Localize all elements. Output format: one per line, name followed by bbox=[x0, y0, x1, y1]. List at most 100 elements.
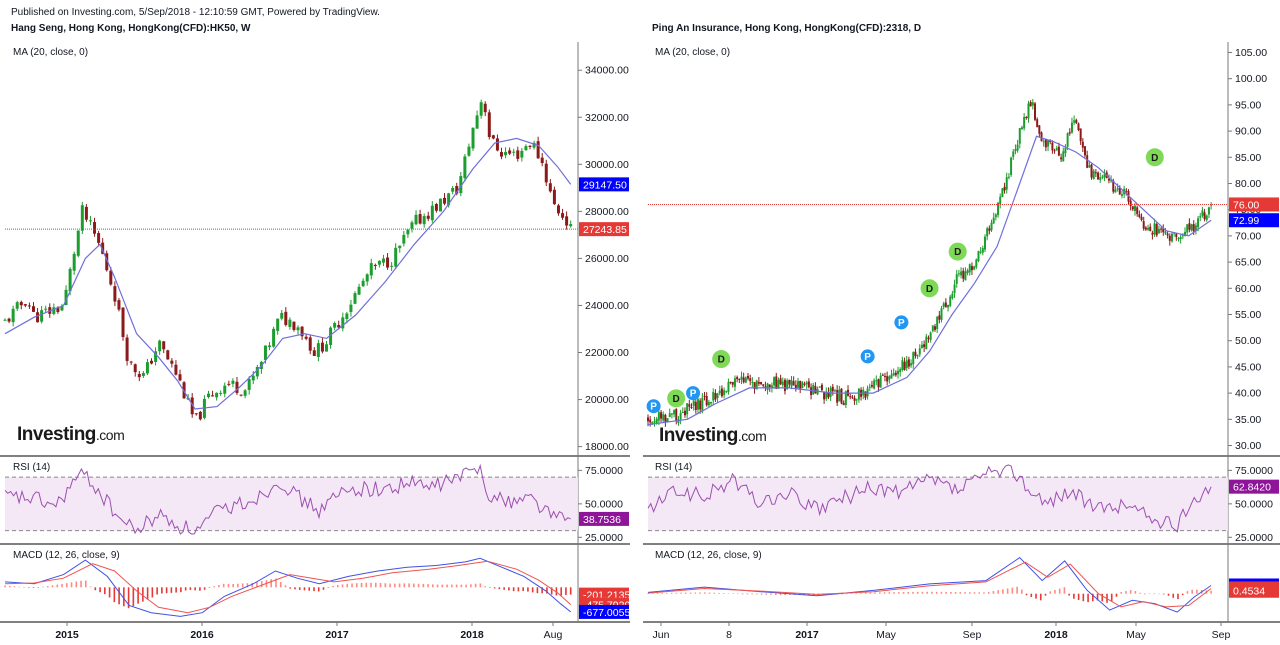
right-candle-body bbox=[799, 380, 802, 390]
left-x-tick-label: 2016 bbox=[190, 629, 214, 641]
left-candle-body bbox=[27, 305, 31, 307]
left-macd-histogram-bar bbox=[569, 587, 572, 595]
right-macd-histogram-bar bbox=[1167, 593, 1170, 596]
right-candle-body bbox=[792, 381, 795, 386]
right-candle-body bbox=[1131, 206, 1134, 210]
left-macd-histogram-bar bbox=[489, 587, 491, 588]
right-candle-body bbox=[962, 270, 965, 279]
left-macd-histogram-bar bbox=[241, 583, 244, 588]
right-event-marker-label: D bbox=[954, 247, 961, 258]
right-candle-body bbox=[781, 381, 784, 386]
right-candle-body bbox=[727, 382, 730, 392]
right-ma-line bbox=[647, 135, 1212, 426]
left-x-tick-label: 2017 bbox=[325, 629, 349, 641]
left-macd-histogram-bar bbox=[341, 584, 344, 588]
left-candle-body bbox=[536, 141, 540, 159]
right-candle-body bbox=[1097, 172, 1100, 180]
right-macd-signal-line bbox=[647, 561, 1212, 608]
left-candle-body bbox=[438, 198, 442, 212]
right-rsi-band bbox=[648, 477, 1228, 531]
right-y-tick-label: 80.00 bbox=[1235, 178, 1261, 190]
right-candle-body bbox=[1038, 125, 1041, 134]
left-candle-body bbox=[361, 280, 365, 287]
right-candle-body bbox=[929, 332, 932, 340]
right-candle-body bbox=[1197, 218, 1200, 228]
right-candle-body bbox=[1155, 224, 1158, 236]
right-candle-body bbox=[1042, 141, 1045, 143]
left-macd-histogram-bar bbox=[546, 587, 548, 594]
right-event-marker bbox=[667, 389, 686, 408]
right-candle-body bbox=[940, 308, 943, 320]
left-candle-body bbox=[105, 253, 109, 271]
right-y-tick-label: 45.00 bbox=[1235, 361, 1261, 373]
left-x-tick-label: Aug bbox=[544, 629, 563, 641]
right-macd-histogram-bar bbox=[888, 592, 891, 594]
right-candle-body bbox=[744, 377, 747, 383]
right-candle-body bbox=[1031, 102, 1034, 106]
right-candle-body bbox=[1077, 123, 1080, 131]
left-candle-body bbox=[386, 257, 390, 268]
right-candle-body bbox=[1149, 226, 1152, 231]
right-candle-body bbox=[1101, 176, 1104, 178]
right-macd-label: MACD (12, 26, close, 9) bbox=[655, 550, 762, 561]
right-candle-body bbox=[899, 369, 902, 373]
right-candle-body bbox=[953, 284, 956, 294]
left-candle-body bbox=[369, 263, 373, 276]
right-candle-body bbox=[755, 380, 758, 390]
right-y-tick-label: 70.00 bbox=[1235, 230, 1261, 242]
right-candle-body bbox=[853, 397, 856, 401]
right-event-marker bbox=[686, 386, 701, 401]
left-candle-body bbox=[129, 361, 133, 363]
left-candle-body bbox=[414, 214, 418, 225]
right-candle-body bbox=[797, 381, 800, 388]
right-candle-body bbox=[1014, 149, 1017, 152]
right-candle-body bbox=[1018, 128, 1021, 144]
right-candle-body bbox=[986, 228, 989, 237]
right-candle-body bbox=[947, 304, 950, 308]
left-macd-value-badge bbox=[579, 604, 629, 619]
left-candle-body bbox=[31, 306, 35, 312]
left-candle-body bbox=[154, 351, 158, 362]
right-candle-body bbox=[725, 391, 728, 393]
left-candle-body bbox=[36, 312, 40, 323]
left-candle-body bbox=[504, 151, 508, 156]
right-event-marker-label: D bbox=[1151, 153, 1158, 164]
right-candle-body bbox=[768, 384, 771, 388]
right-candle-body bbox=[1051, 142, 1054, 151]
left-candle-body bbox=[170, 360, 174, 364]
left-candle-body bbox=[483, 103, 487, 113]
left-macd-histogram-bar bbox=[550, 587, 553, 595]
right-candle-body bbox=[1188, 223, 1191, 230]
right-candle-body bbox=[1170, 233, 1173, 242]
left-macd-histogram-bar bbox=[498, 587, 501, 590]
right-macd-histogram-bar bbox=[1021, 589, 1023, 594]
right-candle-body bbox=[979, 251, 982, 253]
right-macd-histogram-bar bbox=[732, 593, 734, 594]
left-macd-histogram-bar bbox=[99, 587, 101, 593]
right-x-tick-label: Sep bbox=[1212, 629, 1231, 641]
right-candle-body bbox=[840, 388, 843, 404]
right-y-tick-label: 35.00 bbox=[1235, 414, 1261, 426]
right-candle-body bbox=[675, 409, 678, 422]
right-candle-body bbox=[968, 264, 971, 273]
left-macd-histogram-bar bbox=[512, 587, 515, 592]
left-candle-body bbox=[320, 342, 324, 352]
right-macd-histogram-bar bbox=[1096, 593, 1099, 601]
right-candle-body bbox=[988, 228, 991, 231]
left-candle-body bbox=[178, 374, 182, 381]
right-candle-body bbox=[966, 270, 969, 273]
left-ma-label: MA (20, close, 0) bbox=[13, 47, 89, 58]
right-candle-body bbox=[916, 355, 919, 357]
left-macd-histogram-bar bbox=[327, 587, 330, 588]
left-macd-histogram-bar bbox=[427, 584, 429, 588]
left-macd-histogram-bar bbox=[398, 583, 401, 588]
right-candle-body bbox=[894, 372, 897, 376]
right-candle-body bbox=[855, 399, 858, 401]
right-macd-histogram-bar bbox=[741, 593, 744, 595]
left-ma-value-badge bbox=[579, 177, 629, 192]
right-macd-histogram-bar bbox=[1110, 593, 1113, 602]
left-macd-histogram-bar bbox=[227, 583, 230, 588]
right-event-marker-label: P bbox=[650, 402, 657, 413]
right-candle-body bbox=[655, 418, 658, 424]
left-macd-histogram-bar bbox=[218, 585, 220, 588]
